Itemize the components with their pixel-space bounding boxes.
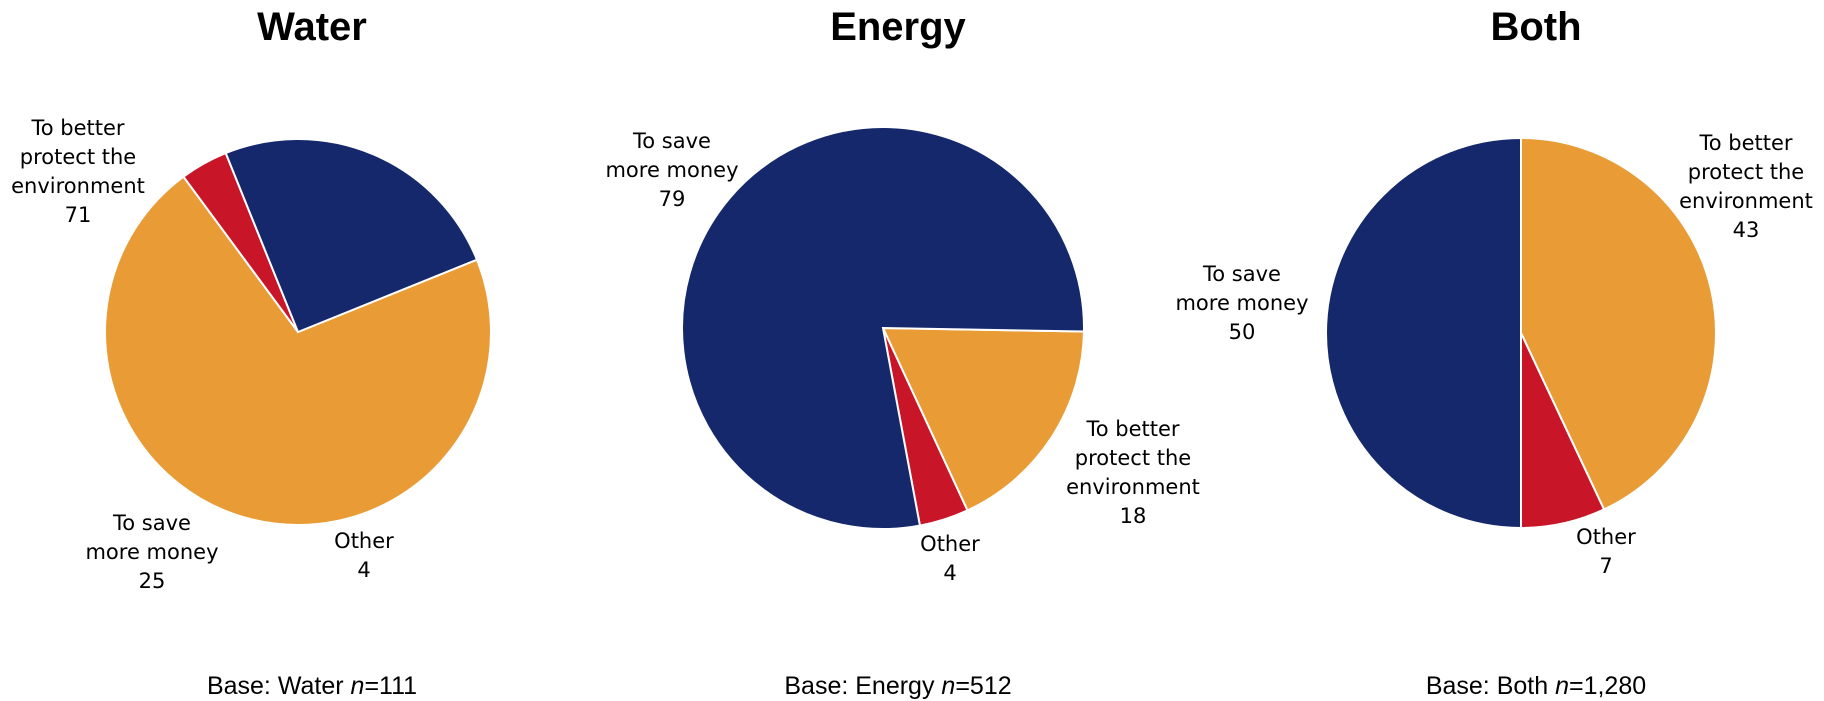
pie-slice-to-save-more-money	[224, 138, 479, 334]
slice-labels-both: To better protect the environment 43 Other 7 T…	[1175, 131, 1812, 578]
slice-label-line: more money	[1175, 291, 1308, 315]
slice-labels-water: To better protect the environment 71 Other 4 T…	[11, 116, 394, 593]
chart-title-water: Water	[257, 5, 367, 49]
slice-value: 71	[65, 203, 92, 227]
slice-label-line: To better	[1698, 131, 1792, 155]
base-n-value: =512	[955, 672, 1011, 700]
slice-label-line: environment	[1066, 475, 1200, 499]
slice-label-line: To better	[30, 116, 124, 140]
base-prefix: Base: Water	[207, 672, 351, 700]
pie-slices-energy	[681, 126, 1085, 530]
slice-label-line: more money	[605, 158, 738, 182]
base-n-symbol: n	[941, 672, 955, 700]
slice-label-line: protect the	[1688, 160, 1804, 184]
base-note-water: Base: Water n=111	[207, 672, 417, 700]
slice-label-line: protect the	[20, 145, 136, 169]
slice-label-line: environment	[1679, 189, 1813, 213]
pie-chart-energy: Energy To better protect the environment 18…	[605, 5, 1199, 700]
slice-label-to-save-more-money: To save more money 25	[85, 511, 218, 593]
slice-label-line: To save	[632, 129, 711, 153]
slice-value: 43	[1733, 218, 1760, 242]
slice-label-line: Other	[1576, 525, 1636, 549]
slice-value: 50	[1229, 320, 1256, 344]
pie-slice-to-save-more-money	[681, 126, 1085, 530]
slice-value: 25	[139, 569, 166, 593]
slice-value: 7	[1599, 554, 1612, 578]
pie-chart-water: Water To better protect the environment 71 O…	[11, 5, 492, 700]
slice-label-line: Other	[334, 529, 394, 553]
slice-value: 18	[1120, 504, 1147, 528]
slice-label-to-better-protect-the-environment: To better protect the environment 18	[1066, 417, 1200, 528]
base-n-symbol: n	[1555, 672, 1569, 700]
base-prefix: Base: Both	[1426, 672, 1555, 700]
base-n-value: =1,280	[1569, 672, 1646, 700]
slice-value: 4	[943, 561, 956, 585]
base-note-energy: Base: Energy n=512	[784, 672, 1011, 700]
pie-chart-both: Both To better protect the environment 43 Ot…	[1175, 5, 1812, 700]
slice-label-to-better-protect-the-environment: To better protect the environment 71	[11, 116, 145, 227]
pie-slice-to-save-more-money	[1325, 136, 1522, 530]
pie-slices-both	[1325, 136, 1717, 530]
slice-label-to-save-more-money: To save more money 79	[605, 129, 738, 211]
pie-slices-water	[104, 138, 492, 526]
slice-label-line: To better	[1085, 417, 1179, 441]
slice-label-line: more money	[85, 540, 218, 564]
slice-labels-energy: To better protect the environment 18 Other 4 T…	[605, 129, 1199, 585]
base-prefix: Base: Energy	[784, 672, 941, 700]
slice-label-line: Other	[920, 532, 980, 556]
slice-label-line: To save	[112, 511, 191, 535]
slice-label-line: protect the	[1075, 446, 1191, 470]
slice-value: 4	[357, 558, 370, 582]
chart-title-energy: Energy	[830, 5, 966, 49]
pie-slice-to-better-protect-the-environment	[1520, 136, 1717, 511]
slice-label-line: To save	[1202, 262, 1281, 286]
slice-value: 79	[659, 187, 686, 211]
base-n-symbol: n	[351, 672, 365, 700]
slice-label-line: environment	[11, 174, 145, 198]
pie-slice-to-better-protect-the-environment	[881, 326, 1085, 512]
slice-label-to-better-protect-the-environment: To better protect the environment 43	[1679, 131, 1813, 242]
slice-label-other: Other 4	[920, 532, 980, 585]
slice-label-other: Other 4	[334, 529, 394, 582]
chart-title-both: Both	[1490, 5, 1581, 49]
base-n-value: =111	[364, 672, 417, 700]
base-note-both: Base: Both n=1,280	[1426, 672, 1646, 700]
slice-label-other: Other 7	[1576, 525, 1636, 578]
pie-slice-to-better-protect-the-environment	[104, 175, 492, 526]
slice-label-to-save-more-money: To save more money 50	[1175, 262, 1308, 344]
